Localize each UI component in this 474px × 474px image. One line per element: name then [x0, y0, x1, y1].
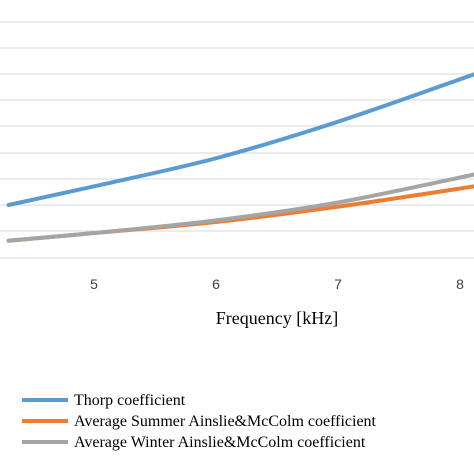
legend: Thorp coefficient Average Summer Ainslie&…	[22, 392, 377, 451]
series-layer	[6, 72, 474, 243]
x-tick-labels: 5 6 7 8	[90, 276, 464, 292]
x-tick-label: 6	[212, 276, 220, 292]
series-line-1	[6, 72, 474, 207]
x-tick-label: 8	[456, 276, 464, 292]
chart-gridlines	[0, 21, 474, 259]
x-tick-label: 5	[90, 276, 98, 292]
legend-label: Average Summer Ainslie&McColm coefficien…	[74, 413, 377, 430]
x-tick-label: 7	[334, 276, 342, 292]
legend-label: Average Winter Ainslie&McColm coefficien…	[74, 434, 366, 451]
legend-label: Thorp coefficient	[74, 392, 186, 409]
series-line-3	[6, 172, 474, 243]
x-axis-title: Frequency [kHz]	[216, 308, 338, 328]
